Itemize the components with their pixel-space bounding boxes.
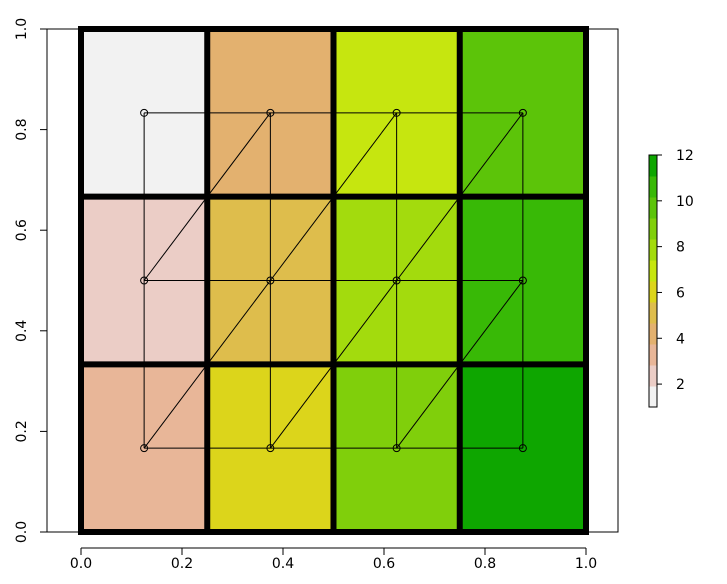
colorbar-segment (649, 323, 657, 345)
mesh-point (140, 108, 149, 117)
colorbar-segment (649, 239, 657, 261)
mesh-point (392, 444, 401, 453)
mesh-edge (396, 280, 524, 449)
mesh-edge (396, 112, 524, 281)
mesh-edge (269, 112, 398, 281)
x-axis: 0.0 0.2 0.4 0.6 0.8 1.0 (70, 547, 597, 572)
mesh-point (266, 444, 275, 453)
y-tick-label: 0.4 (14, 320, 30, 342)
colorbar-tick-label: 6 (676, 285, 685, 301)
y-tick-label: 0.6 (14, 219, 30, 241)
mesh-point (392, 276, 401, 285)
colorbar-tick-label: 8 (676, 240, 685, 256)
colorbar-segment (649, 155, 657, 177)
colorbar-segment (649, 386, 657, 408)
x-tick-label: 0.6 (373, 556, 395, 572)
colorbar-tick-label: 12 (676, 148, 694, 164)
colorbar-tick-label: 2 (676, 377, 685, 393)
colorbar-segment (649, 197, 657, 219)
mesh-point (140, 444, 149, 453)
colorbar: 2 4 6 8 10 12 (648, 148, 694, 408)
mesh-edge (143, 280, 271, 449)
x-tick-label: 0.4 (272, 556, 294, 572)
colorbar-segment (649, 344, 657, 366)
mesh-point (518, 276, 527, 285)
x-tick-label: 0.0 (70, 556, 92, 572)
y-tick-label: 0.8 (14, 118, 30, 140)
colorbar-segment (649, 281, 657, 303)
colorbar-frame (648, 154, 658, 408)
colorbar-segment (649, 260, 657, 282)
colorbar-segment (649, 218, 657, 240)
triangle-mesh (140, 108, 527, 453)
mesh-edge (269, 280, 398, 449)
mesh-edge (143, 112, 271, 281)
colorbar-segment (649, 176, 657, 198)
y-axis: 0.0 0.2 0.4 0.6 0.8 1.0 (14, 18, 48, 543)
colorbar-tick-label: 4 (676, 331, 685, 347)
colorbar-segment (649, 302, 657, 324)
x-tick-label: 0.2 (171, 556, 193, 572)
y-tick-label: 0.2 (14, 420, 30, 442)
y-tick-label: 1.0 (14, 18, 30, 40)
mesh-point (266, 108, 275, 117)
x-tick-label: 0.8 (474, 556, 496, 572)
colorbar-segment (649, 365, 657, 387)
mesh-point (140, 276, 149, 285)
x-tick-label: 1.0 (575, 556, 597, 572)
colorbar-tick-label: 10 (676, 194, 694, 210)
mesh-point (518, 108, 527, 117)
mesh-point (266, 276, 275, 285)
mesh-point (392, 108, 401, 117)
y-tick-label: 0.0 (14, 521, 30, 543)
mesh-point (518, 444, 527, 453)
